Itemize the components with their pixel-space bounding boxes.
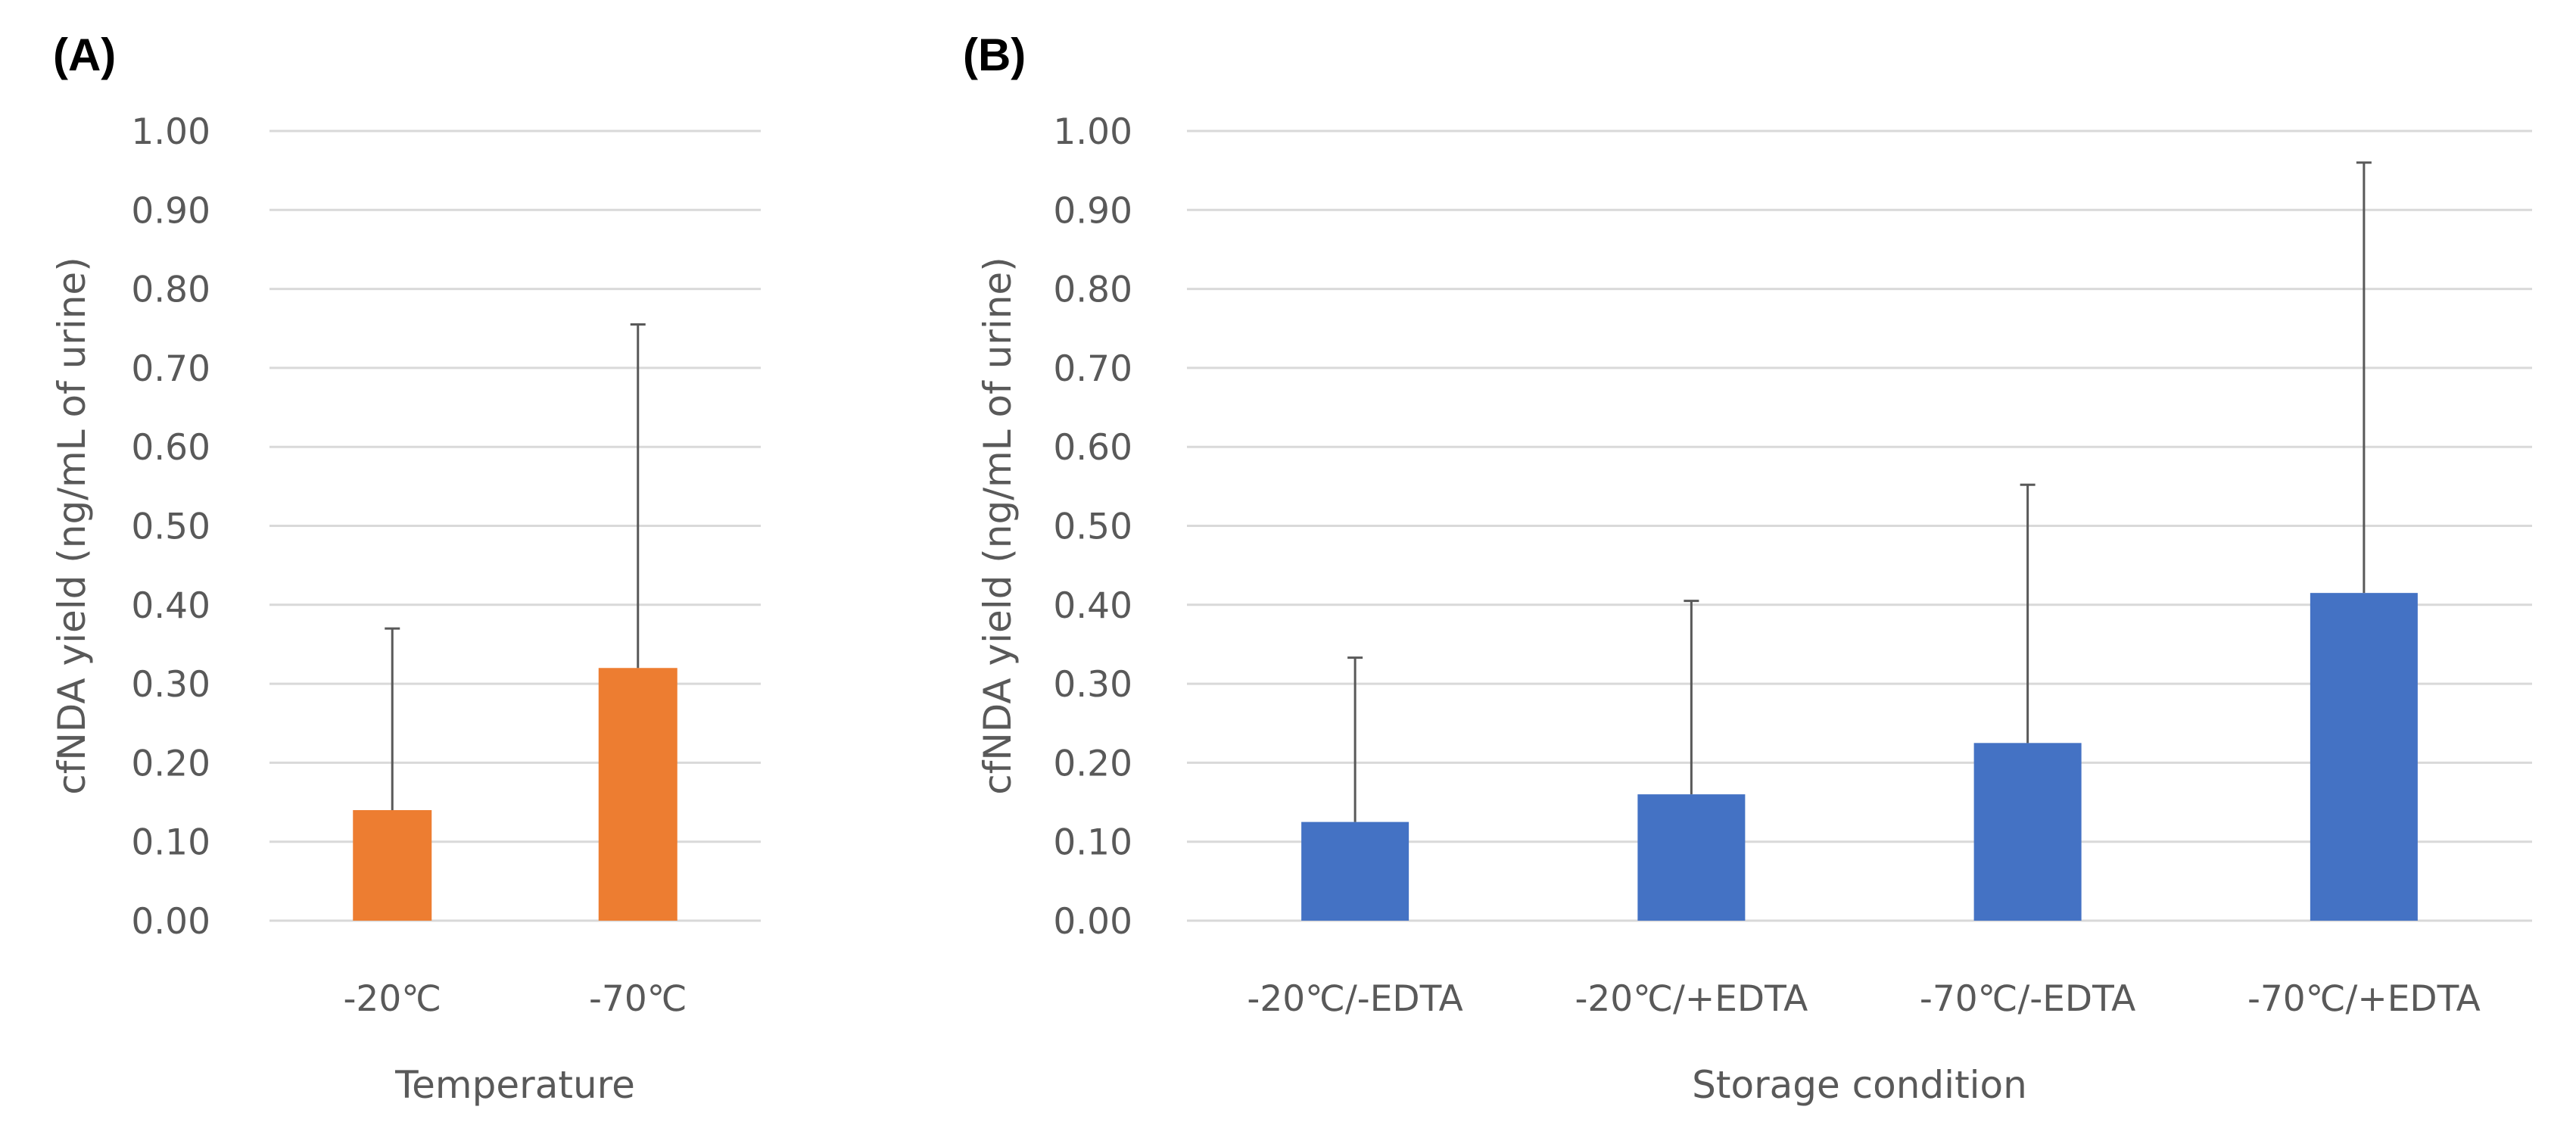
x-axis-title: Storage condition bbox=[1692, 1063, 2027, 1107]
x-axis-title: Temperature bbox=[394, 1063, 635, 1107]
y-tick-label: 0.00 bbox=[131, 901, 210, 943]
bar bbox=[598, 668, 677, 921]
y-axis-title: cfNDA yield (ng/mL of urine) bbox=[50, 257, 94, 794]
bar bbox=[1973, 743, 2082, 921]
y-tick-label: 0.50 bbox=[1053, 507, 1132, 548]
y-tick-label: 0.20 bbox=[1053, 743, 1132, 784]
y-tick-label: 0.10 bbox=[1053, 822, 1132, 864]
panel-label: (B) bbox=[963, 30, 1026, 80]
y-tick-label: 0.60 bbox=[131, 427, 210, 469]
x-tick-label: -20℃/+EDTA bbox=[1575, 978, 1808, 1020]
bar bbox=[1637, 794, 1746, 921]
y-tick-label: 1.00 bbox=[1053, 111, 1132, 153]
y-tick-label: 0.90 bbox=[1053, 190, 1132, 232]
bar bbox=[353, 809, 432, 921]
y-tick-label: 0.50 bbox=[131, 507, 210, 548]
y-tick-label: 0.30 bbox=[1053, 664, 1132, 706]
y-tick-label: 0.40 bbox=[1053, 585, 1132, 627]
y-tick-label: 0.30 bbox=[131, 664, 210, 706]
x-tick-label: -70℃/+EDTA bbox=[2247, 978, 2481, 1020]
y-tick-label: 0.00 bbox=[1053, 901, 1132, 943]
x-tick-label: -70℃/-EDTA bbox=[1920, 978, 2135, 1020]
y-tick-label: 1.00 bbox=[131, 111, 210, 153]
y-tick-label: 0.70 bbox=[1053, 348, 1132, 390]
x-tick-label: -70℃ bbox=[589, 978, 687, 1020]
y-tick-label: 0.40 bbox=[131, 585, 210, 627]
panel-label: (A) bbox=[53, 30, 116, 80]
y-tick-label: 0.20 bbox=[131, 743, 210, 784]
y-tick-label: 0.80 bbox=[131, 270, 210, 311]
y-tick-label: 0.70 bbox=[131, 348, 210, 390]
y-tick-label: 0.90 bbox=[131, 190, 210, 232]
y-tick-label: 0.60 bbox=[1053, 427, 1132, 469]
x-tick-label: -20℃/-EDTA bbox=[1247, 978, 1462, 1020]
y-tick-label: 0.80 bbox=[1053, 270, 1132, 311]
bar bbox=[1301, 821, 1409, 921]
bar bbox=[2310, 593, 2418, 921]
x-tick-label: -20℃ bbox=[343, 978, 441, 1020]
y-axis-title: cfNDA yield (ng/mL of urine) bbox=[976, 257, 1020, 794]
y-tick-label: 0.10 bbox=[131, 822, 210, 864]
